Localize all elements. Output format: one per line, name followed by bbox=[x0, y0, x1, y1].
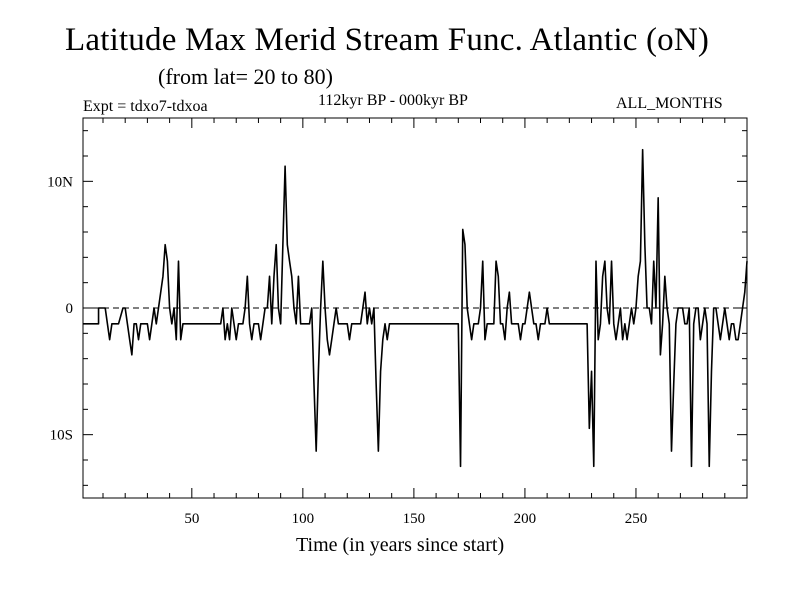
y-tick-label: 0 bbox=[66, 301, 74, 317]
x-tick-label: 150 bbox=[403, 511, 426, 527]
x-tick-label: 200 bbox=[514, 511, 537, 527]
chart-title: Latitude Max Merid Stream Func. Atlantic… bbox=[65, 22, 710, 58]
x-tick-label: 50 bbox=[184, 511, 199, 527]
x-tick-label: 100 bbox=[292, 511, 315, 527]
x-tick-label: 250 bbox=[625, 511, 648, 527]
axis-tick-labels: 50 100 150 200 250 10N 0 10S bbox=[47, 174, 647, 527]
period-label: 112kyr BP - 000kyr BP bbox=[318, 92, 468, 109]
series-line bbox=[83, 148, 748, 468]
months-label: ALL_MONTHS bbox=[616, 95, 723, 112]
chart-subtitle: (from lat= 20 to 80) bbox=[158, 64, 333, 89]
y-tick-label: 10S bbox=[50, 428, 73, 444]
x-axis-label: Time (in years since start) bbox=[296, 534, 505, 556]
y-tick-label: 10N bbox=[47, 174, 73, 190]
experiment-label: Expt = tdxo7-tdxoa bbox=[83, 98, 208, 115]
